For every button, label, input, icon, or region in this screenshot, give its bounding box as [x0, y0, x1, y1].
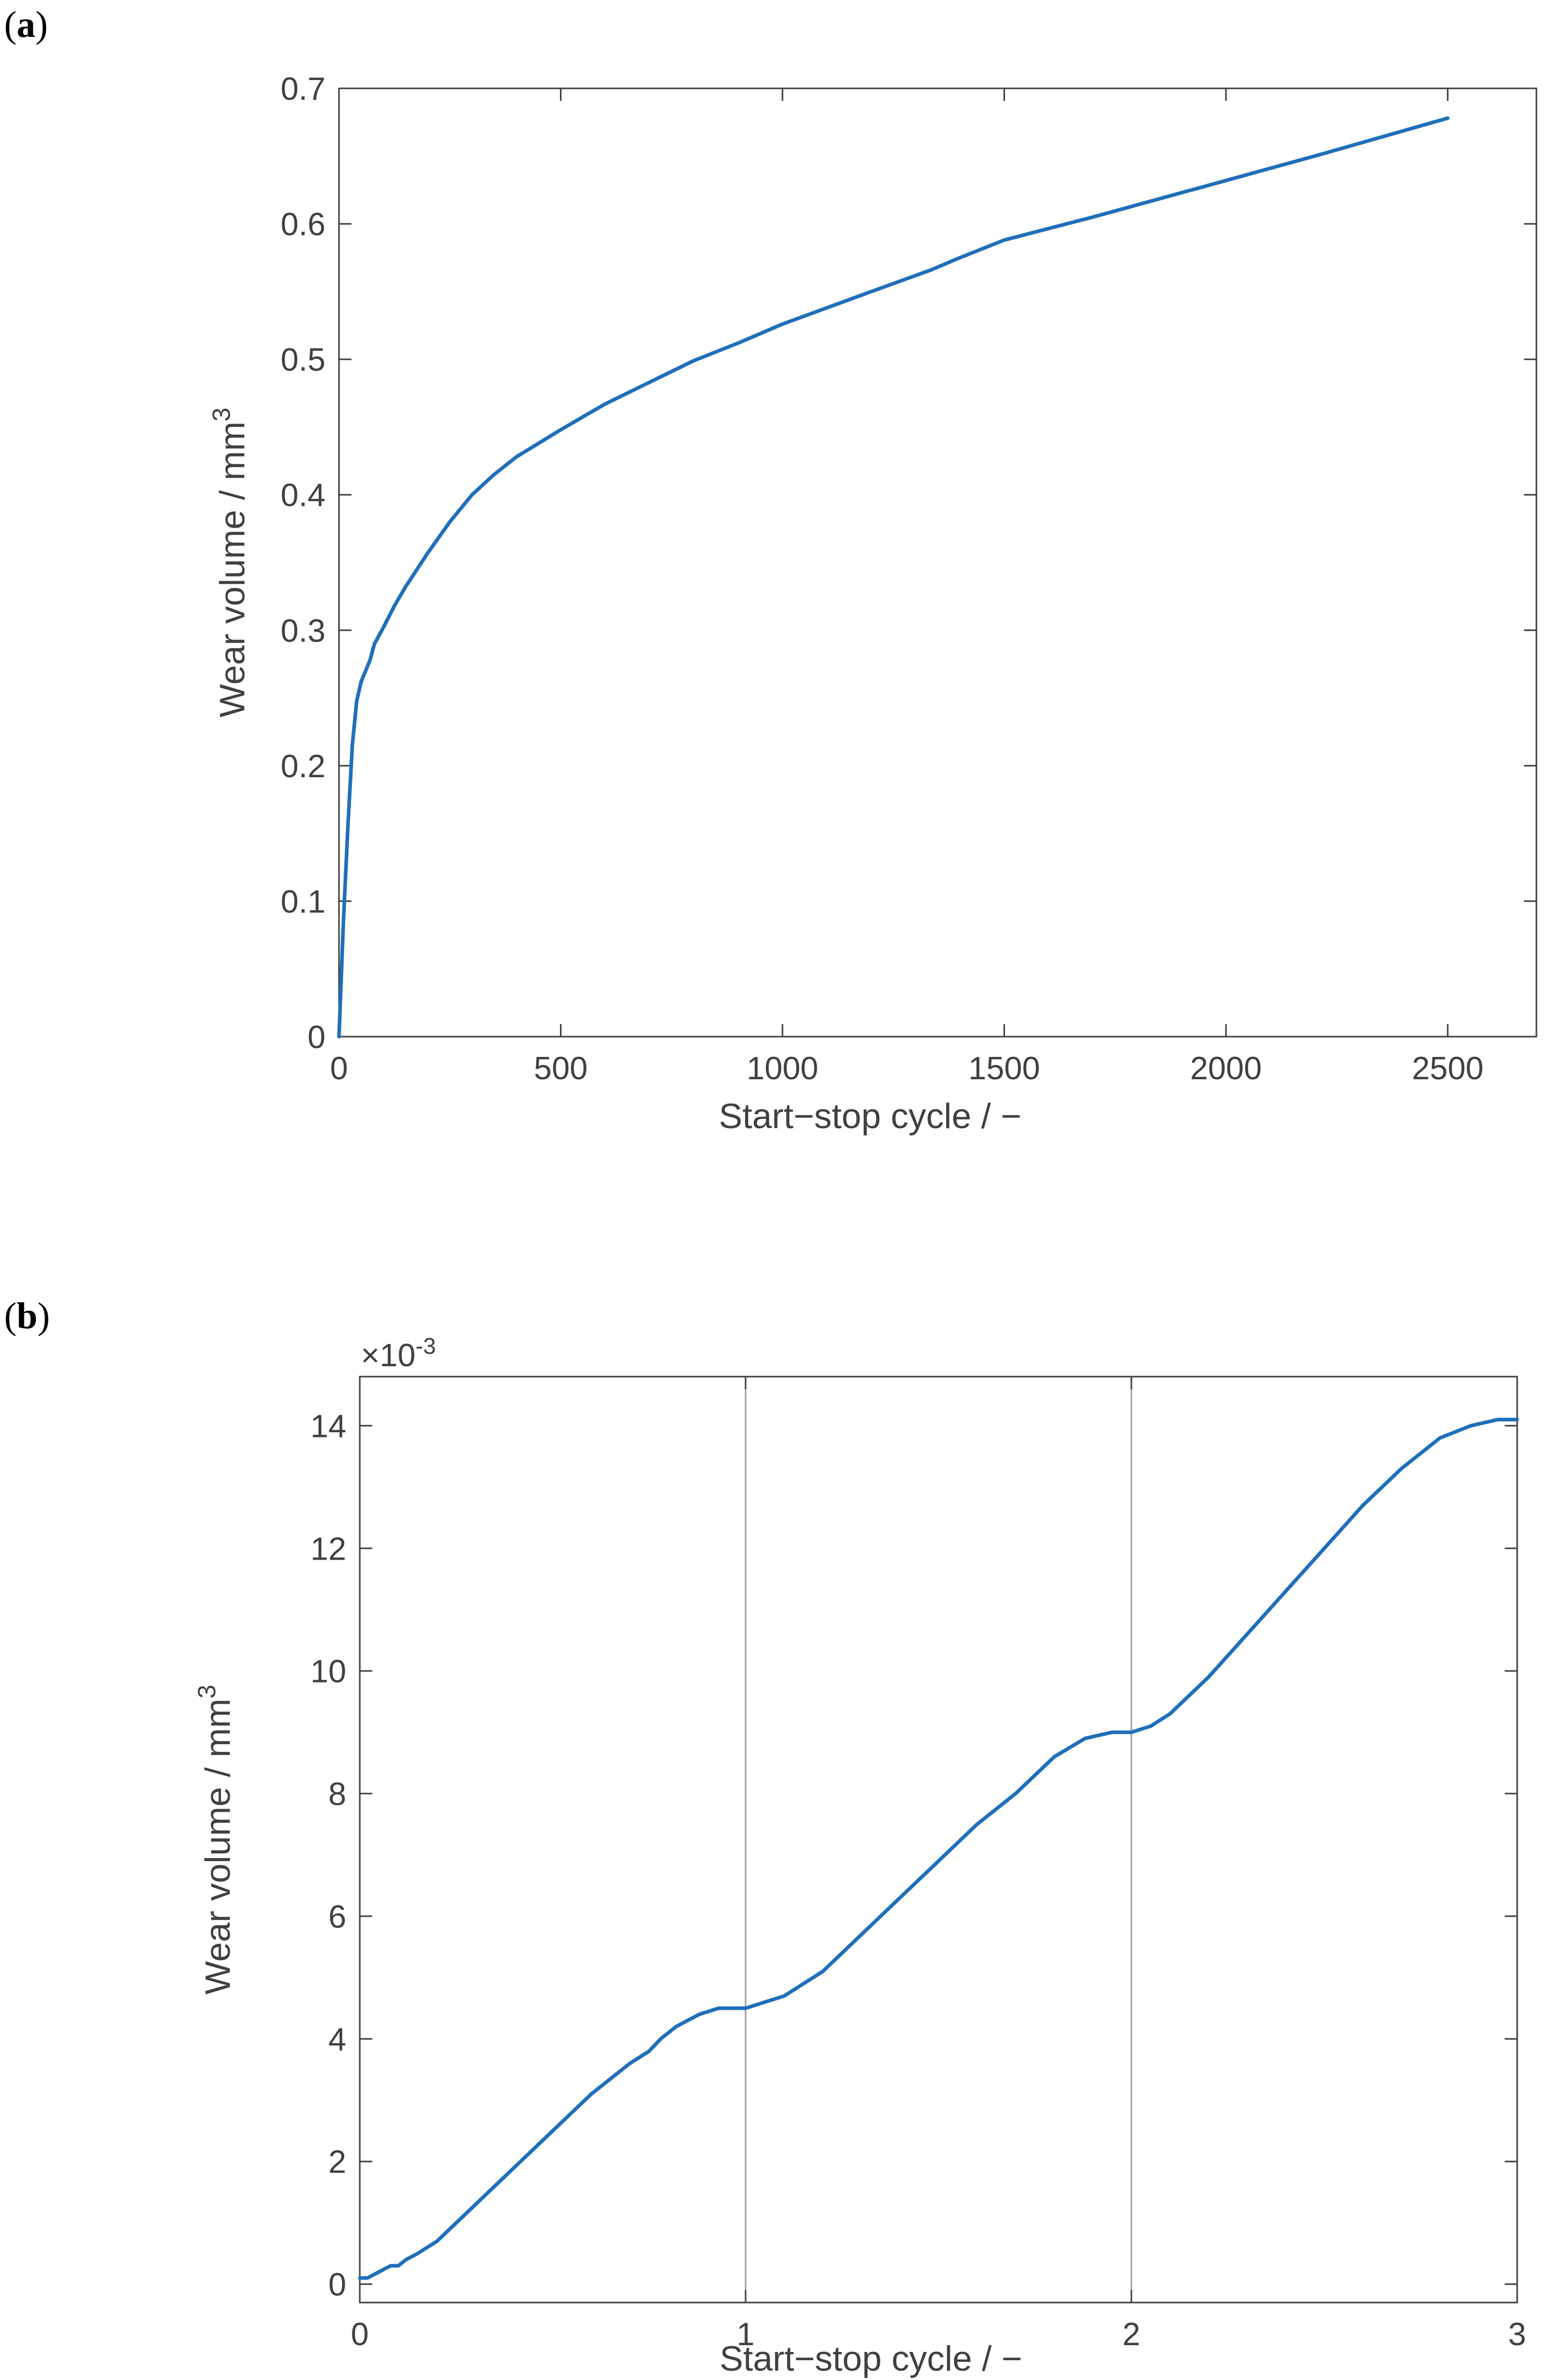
- chart-a: 0 500 1000 1500 2000 2500 0 0.1 0.2 0.3 0.4 0.5 0.6 0…: [208, 71, 1537, 1136]
- chart-b-exponent-power: -3: [415, 1333, 436, 1359]
- chart-a-axes-box: [338, 87, 1537, 1038]
- chart-b-x-tick-label-2: 2: [1123, 2317, 1140, 2352]
- chart-b-series-line-0: [358, 1418, 1519, 2280]
- panel-b-close: ): [37, 1295, 50, 1337]
- chart-a-y-tick-label-3: 0.3: [281, 613, 325, 649]
- chart-a-series-line-0: [337, 116, 1450, 1039]
- chart-a-x-tick-label-4: 2000: [1190, 1051, 1262, 1087]
- panel-a-open: (: [4, 4, 17, 45]
- panel-a-label: (a): [4, 3, 48, 46]
- chart-b-y-tick-label-3: 6: [329, 1899, 346, 1935]
- panel-b-label: (b): [4, 1294, 50, 1338]
- chart-b-y-tick-label-0: 0: [329, 2267, 346, 2303]
- chart-a-x-tick-label-5: 2500: [1412, 1051, 1483, 1087]
- chart-b-axes-box: [359, 1376, 1518, 2304]
- chart-b-y-tick-label-5: 10: [310, 1654, 346, 1690]
- chart-b-x-tick-label-3: 3: [1508, 2317, 1526, 2352]
- chart-b-exponent-label: ×10-3: [361, 1333, 436, 1374]
- chart-b-y-tick-label-4: 8: [329, 1776, 346, 1812]
- chart-a-y-tick-label-5: 0.5: [281, 342, 325, 378]
- chart-a-y-tick-label-7: 0.7: [281, 71, 325, 107]
- chart-a-y-tick-label-4: 0.4: [281, 478, 325, 514]
- chart-a-y-axis-title-sup: 3: [208, 408, 236, 422]
- chart-b-x-axis-title: Start−stop cycle / −: [720, 2339, 1022, 2378]
- chart-a-y-tick-label-2: 0.2: [281, 749, 325, 784]
- panel-b-open: (: [4, 1295, 17, 1337]
- chart-a-x-axis-title: Start−stop cycle / −: [719, 1096, 1021, 1136]
- chart-b-y-tick-label-2: 4: [329, 2022, 346, 2058]
- chart-b-x-tick-label-1: 1: [737, 2317, 754, 2352]
- chart-b-y-axis-title-sup: 3: [193, 1684, 221, 1698]
- chart-a-y-tick-label-6: 0.6: [281, 207, 325, 243]
- chart-a-x-tick-label-0: 0: [330, 1051, 348, 1087]
- chart-a-x-tick-label-1: 500: [534, 1051, 588, 1087]
- panel-a-close: ): [35, 4, 48, 45]
- panel-b-letter: b: [16, 1295, 38, 1337]
- chart-b-y-tick-label-7: 14: [310, 1408, 346, 1444]
- chart-a-y-tick-label-1: 0.1: [281, 884, 325, 920]
- chart-b-x-tick-label-0: 0: [351, 2317, 369, 2352]
- chart-b-y-axis-title: Wear volume / mm3: [193, 1684, 238, 1994]
- chart-a-x-tick-label-3: 1500: [968, 1051, 1040, 1087]
- chart-a-y-axis-title: Wear volume / mm3: [208, 408, 252, 717]
- chart-a-x-tick-label-2: 1000: [747, 1051, 818, 1087]
- chart-a-y-tick-label-0: 0: [308, 1019, 325, 1055]
- chart-b-y-tick-label-6: 12: [310, 1531, 346, 1567]
- panel-a-letter: a: [16, 4, 35, 45]
- chart-b-y-tick-label-1: 2: [329, 2144, 346, 2180]
